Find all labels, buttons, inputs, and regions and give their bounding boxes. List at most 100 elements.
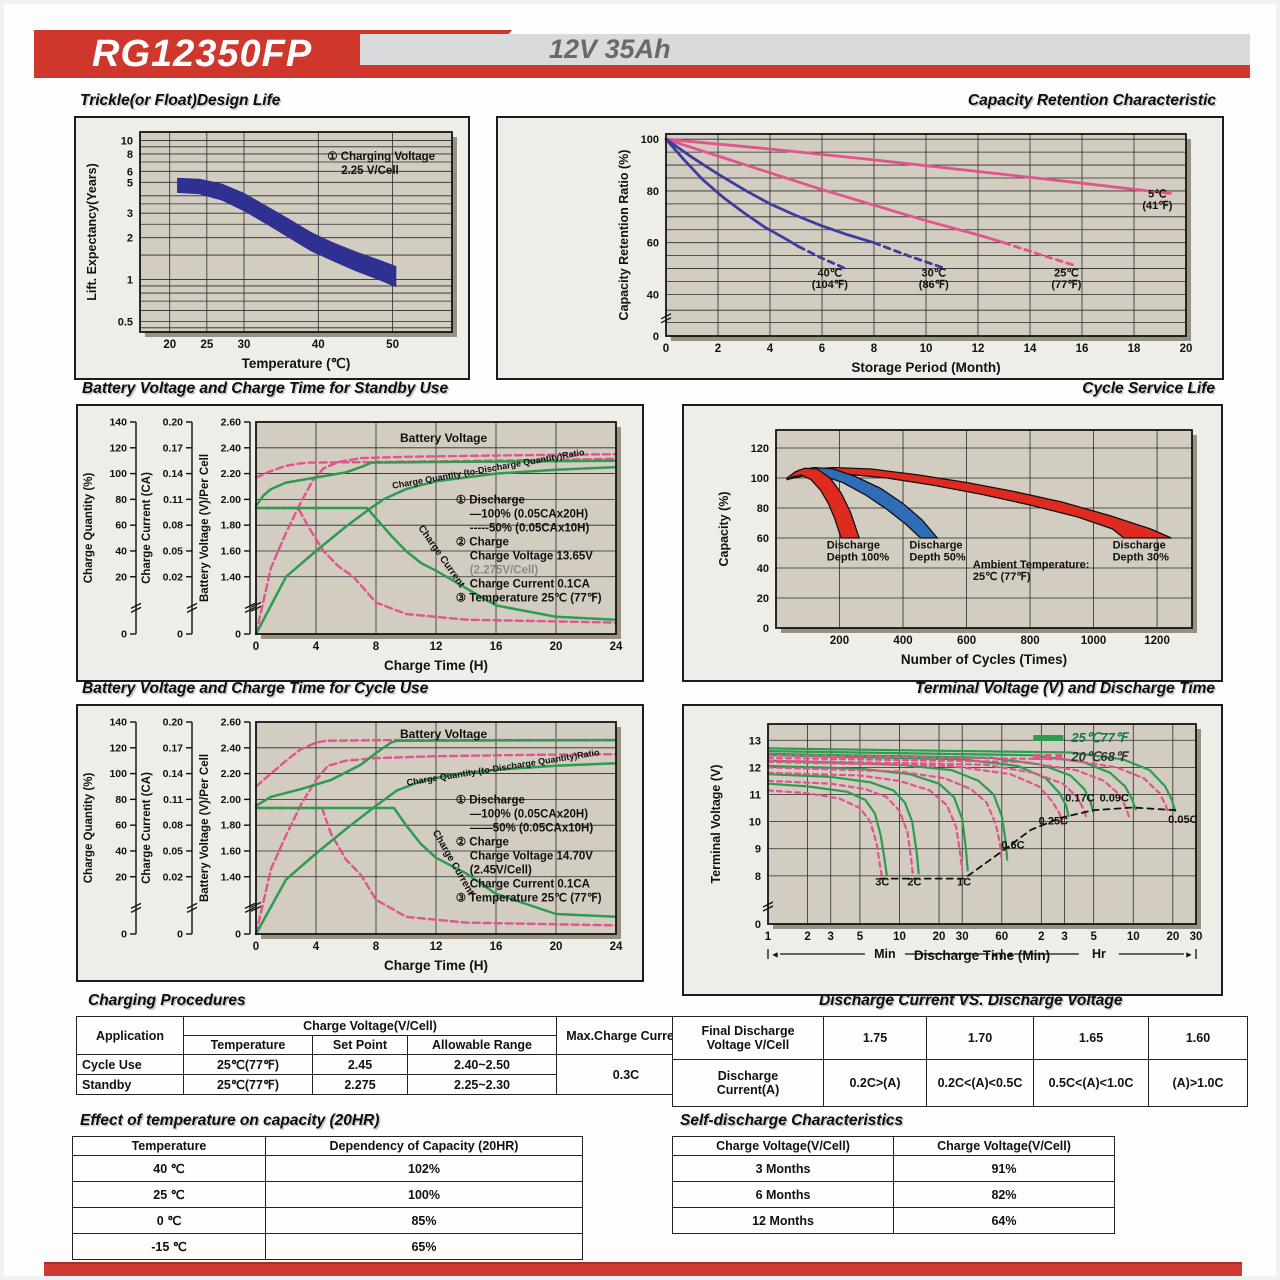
svg-text:0: 0 — [253, 941, 259, 953]
svg-text:16: 16 — [1076, 343, 1089, 355]
table-row: 25 ℃ 100% — [72, 1181, 583, 1208]
table-cell: 100% — [265, 1181, 583, 1208]
svg-text:10: 10 — [893, 931, 906, 943]
svg-text:0.17: 0.17 — [163, 442, 184, 454]
svg-text:0: 0 — [663, 343, 669, 355]
table-cell: 1.60 — [1148, 1016, 1248, 1060]
temp-capacity-title: Effect of temperature on capacity (20HR) — [80, 1112, 380, 1129]
svg-text:20: 20 — [757, 593, 769, 605]
svg-text:2.40: 2.40 — [221, 442, 242, 454]
table-row: Standby 25℃(77℉) 2.275 2.25~2.30 — [76, 1074, 696, 1095]
svg-text:20: 20 — [933, 931, 946, 943]
svg-text:3: 3 — [127, 208, 133, 220]
retention-30c-dashed — [872, 241, 943, 269]
table-row: 6 Months 82% — [672, 1181, 1115, 1208]
table-cell: 25℃(77℉) — [183, 1054, 313, 1075]
col-header: Charge Voltage(V/Cell) — [183, 1016, 557, 1036]
svg-text:6: 6 — [819, 343, 825, 355]
axis-break — [250, 901, 262, 912]
svg-text:0: 0 — [235, 929, 241, 941]
svg-text:8: 8 — [373, 641, 380, 653]
svg-text:2.60: 2.60 — [221, 717, 242, 729]
svg-text:4: 4 — [313, 641, 320, 653]
col-header: Dependency of Capacity (20HR) — [265, 1136, 583, 1156]
svg-text:◄: ◄ — [771, 950, 780, 960]
svg-text:►: ► — [1185, 950, 1194, 960]
charge-time-standby-use-chart: 0 4 8 12 16 20 24 Charge Time (H) 140 120 100 80 60 4… — [83, 417, 623, 674]
external-axis — [244, 721, 256, 935]
svg-text:20: 20 — [115, 871, 127, 883]
svg-text:Charge Current 0.1CA: Charge Current 0.1CA — [470, 879, 590, 891]
curve-1c-20c — [766, 771, 964, 872]
battery-rating: 12V 35Ah — [549, 34, 671, 64]
current-100 — [254, 806, 618, 919]
chart-notes: ① Discharge —100% (0.05CAx20H) ——50% (0.05… — [456, 794, 602, 905]
svg-text:Battery Voltage (V)/Per Cell: Battery Voltage (V)/Per Cell — [199, 454, 211, 602]
svg-text:120: 120 — [751, 443, 769, 455]
svg-text:800: 800 — [1020, 635, 1039, 647]
table-cell: 0.2C>(A) — [823, 1059, 927, 1107]
svg-text:10: 10 — [1127, 931, 1140, 943]
svg-text:50: 50 — [386, 339, 399, 351]
svg-text:Discharge: Discharge — [827, 540, 880, 552]
cycle-service-life-title: Cycle Service Life — [1082, 380, 1215, 397]
current-50 — [254, 506, 618, 624]
svg-text:40: 40 — [757, 563, 769, 575]
svg-text:25: 25 — [200, 339, 213, 351]
axis-labels: 0 4 8 12 16 20 24 Charge Time (H) 140 120 100 80 60 4… — [83, 417, 623, 674]
table-cell: 25 ℃ — [72, 1181, 266, 1208]
svg-text:8: 8 — [373, 941, 380, 953]
quantity-50 — [254, 453, 618, 636]
axis-labels: 0 2 4 6 8 10 12 14 16 18 20 Storage Period (Month) 1… — [617, 134, 1192, 375]
svg-text:① Discharge: ① Discharge — [456, 794, 525, 807]
table-cell: 2.25~2.30 — [407, 1074, 557, 1095]
svg-text:2.20: 2.20 — [221, 468, 242, 480]
svg-text:1.80: 1.80 — [221, 520, 242, 532]
curve-005c-25c — [766, 747, 1177, 812]
svg-text:25℃: 25℃ — [1054, 267, 1079, 279]
svg-text:40: 40 — [647, 289, 659, 301]
svg-text:1.60: 1.60 — [221, 845, 242, 857]
svg-text:2C: 2C — [907, 876, 921, 888]
svg-text:1: 1 — [765, 931, 772, 943]
svg-text:200: 200 — [830, 635, 849, 647]
svg-text:100: 100 — [109, 768, 127, 780]
svg-text:30: 30 — [1190, 931, 1203, 943]
curve-025c-20c — [766, 760, 1063, 826]
svg-text:◄: ◄ — [1004, 950, 1013, 960]
col-header: Temperature — [183, 1035, 313, 1055]
svg-text:0.17: 0.17 — [163, 742, 184, 754]
svg-text:0.05: 0.05 — [163, 545, 184, 557]
table-cell: 0.5C<(A)<1.0C — [1033, 1059, 1149, 1107]
table-row: Final Discharge Voltage V/Cell 1.75 1.70… — [672, 1016, 1248, 1060]
table-row: Cycle Use 25℃(77℉) 2.45 2.40~2.50 0.3C — [76, 1054, 696, 1095]
depth-30-band — [786, 466, 1172, 539]
charge-time-standby-use-title: Battery Voltage and Charge Time for Stan… — [82, 380, 449, 397]
axis-break — [660, 313, 672, 324]
external-axis — [130, 721, 142, 935]
quantity-100 — [254, 465, 618, 636]
svg-text:② Charge: ② Charge — [456, 536, 509, 549]
svg-text:(104℉): (104℉) — [812, 279, 848, 291]
svg-text:60: 60 — [757, 533, 769, 545]
svg-text:-----50% (0.05CAx10H): -----50% (0.05CAx10H) — [470, 523, 590, 535]
svg-text:30: 30 — [238, 339, 251, 351]
svg-text:60: 60 — [647, 238, 659, 250]
svg-text:0: 0 — [253, 641, 259, 653]
svg-text:Battery Voltage: Battery Voltage — [400, 431, 487, 445]
svg-text:2.00: 2.00 — [221, 494, 242, 506]
svg-text:80: 80 — [647, 186, 659, 198]
svg-text:Battery Voltage: Battery Voltage — [400, 727, 487, 741]
svg-text:20: 20 — [163, 339, 176, 351]
svg-text:Charge Quantity (%): Charge Quantity (%) — [83, 473, 95, 584]
capacity-retention-characteristic-panel: 0 2 4 6 8 10 12 14 16 18 20 Storage Period (Month) 1… — [496, 116, 1224, 380]
svg-text:8: 8 — [871, 343, 878, 355]
svg-text:14: 14 — [1024, 343, 1037, 355]
svg-text:120: 120 — [109, 442, 127, 454]
svg-text:Charge Time (H): Charge Time (H) — [384, 958, 488, 973]
svg-text:8: 8 — [755, 871, 761, 883]
svg-text:600: 600 — [957, 635, 976, 647]
svg-text:Discharge: Discharge — [909, 540, 962, 552]
